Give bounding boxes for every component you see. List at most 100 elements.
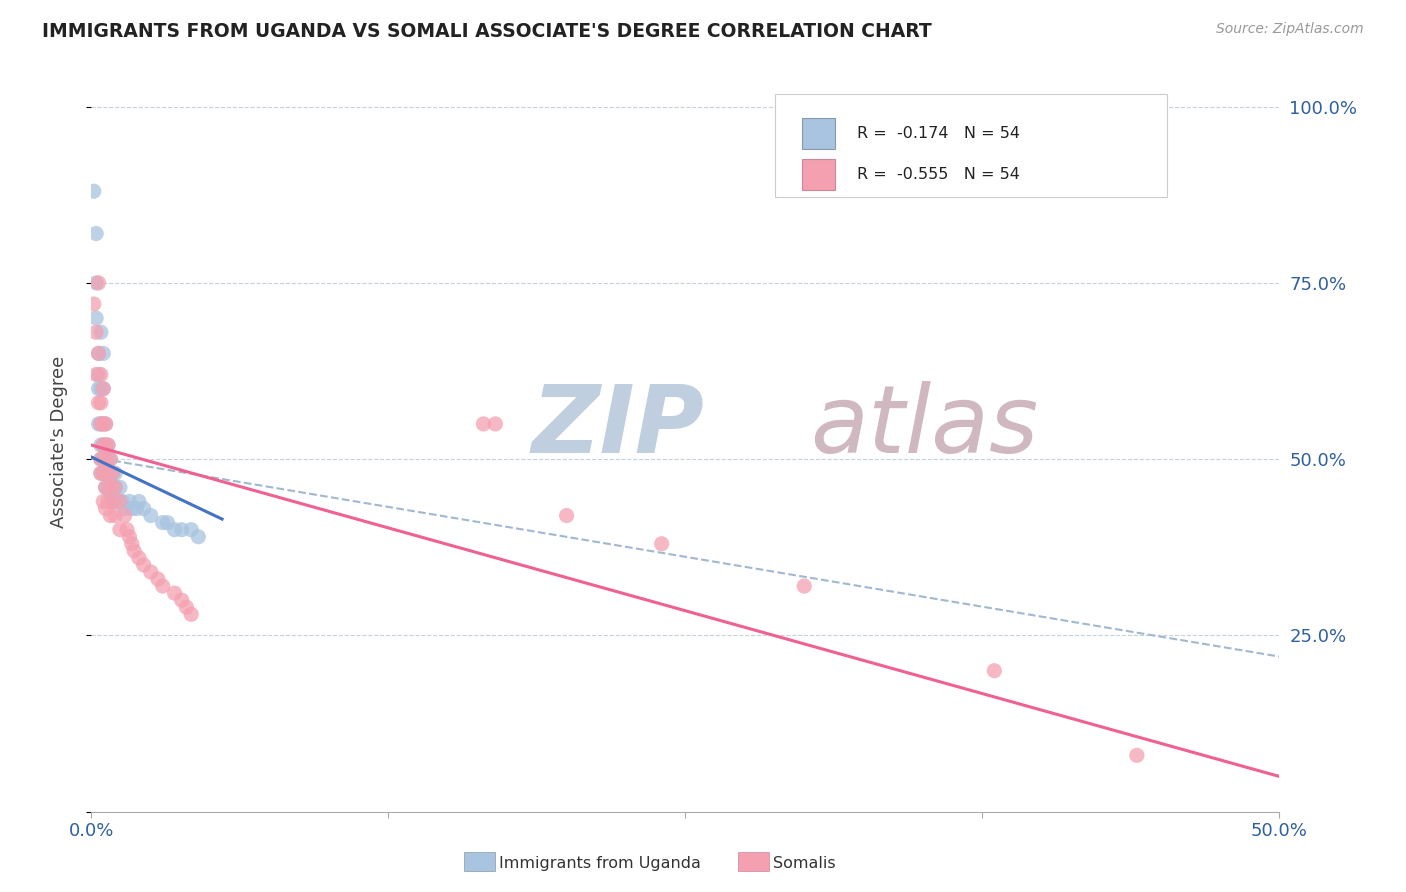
- Point: [84, 227, 107, 241]
- Point: [94, 452, 117, 467]
- Point: [90, 452, 112, 467]
- Point: [108, 523, 131, 537]
- Point: [101, 494, 124, 508]
- Point: [91, 382, 114, 396]
- Point: [121, 537, 143, 551]
- Point: [91, 438, 114, 452]
- Text: IMMIGRANTS FROM UGANDA VS SOMALI ASSOCIATE'S DEGREE CORRELATION CHART: IMMIGRANTS FROM UGANDA VS SOMALI ASSOCIA…: [42, 22, 932, 41]
- Point: [91, 417, 114, 431]
- Point: [115, 523, 138, 537]
- Point: [170, 523, 193, 537]
- Point: [87, 276, 110, 290]
- Point: [651, 537, 673, 551]
- Point: [84, 276, 107, 290]
- Point: [84, 325, 107, 339]
- Point: [484, 417, 506, 431]
- Point: [91, 494, 114, 508]
- Point: [139, 508, 162, 523]
- Point: [91, 346, 114, 360]
- Point: [100, 508, 122, 523]
- Point: [91, 438, 114, 452]
- Point: [793, 579, 815, 593]
- Point: [101, 480, 124, 494]
- Point: [94, 438, 117, 452]
- Point: [114, 508, 136, 523]
- Point: [100, 452, 122, 467]
- Point: [101, 467, 124, 481]
- Point: [104, 480, 127, 494]
- Point: [97, 438, 120, 452]
- Point: [146, 572, 169, 586]
- Point: [90, 417, 112, 431]
- Point: [170, 593, 193, 607]
- Text: R =  -0.555   N = 54: R = -0.555 N = 54: [856, 167, 1019, 182]
- Text: Source: ZipAtlas.com: Source: ZipAtlas.com: [1216, 22, 1364, 37]
- Point: [128, 550, 150, 565]
- Point: [94, 480, 117, 494]
- Point: [128, 494, 150, 508]
- Point: [100, 487, 122, 501]
- Point: [125, 501, 148, 516]
- Point: [108, 494, 131, 508]
- Point: [100, 467, 122, 481]
- Point: [97, 494, 120, 508]
- Point: [90, 368, 112, 382]
- Point: [132, 558, 155, 572]
- Point: [90, 438, 112, 452]
- Point: [180, 607, 202, 622]
- Point: [94, 501, 117, 516]
- Point: [90, 452, 112, 467]
- Point: [104, 494, 127, 508]
- Point: [156, 516, 179, 530]
- Point: [118, 530, 141, 544]
- Point: [90, 396, 112, 410]
- Point: [108, 494, 131, 508]
- Point: [176, 600, 198, 615]
- FancyBboxPatch shape: [801, 159, 835, 190]
- Point: [87, 396, 110, 410]
- Point: [94, 467, 117, 481]
- Y-axis label: Associate's Degree: Associate's Degree: [49, 355, 67, 528]
- Point: [94, 480, 117, 494]
- Point: [139, 565, 162, 579]
- Point: [108, 480, 131, 494]
- Point: [94, 452, 117, 467]
- Point: [101, 494, 124, 508]
- Point: [132, 501, 155, 516]
- Point: [472, 417, 495, 431]
- Point: [1126, 748, 1149, 763]
- Point: [101, 467, 124, 481]
- Point: [97, 467, 120, 481]
- Point: [94, 417, 117, 431]
- Point: [94, 438, 117, 452]
- Point: [104, 467, 127, 481]
- Point: [87, 346, 110, 360]
- Text: ZIP: ZIP: [531, 381, 704, 473]
- Point: [100, 452, 122, 467]
- Point: [90, 382, 112, 396]
- Point: [97, 452, 120, 467]
- Text: R =  -0.174   N = 54: R = -0.174 N = 54: [856, 127, 1019, 141]
- Point: [180, 523, 202, 537]
- Point: [555, 508, 578, 523]
- Point: [91, 467, 114, 481]
- Point: [121, 501, 143, 516]
- Point: [90, 417, 112, 431]
- Point: [100, 480, 122, 494]
- Point: [122, 544, 145, 558]
- Text: atlas: atlas: [810, 381, 1039, 472]
- Point: [87, 417, 110, 431]
- Point: [90, 325, 112, 339]
- Point: [87, 368, 110, 382]
- Point: [84, 311, 107, 326]
- Point: [90, 467, 112, 481]
- Text: Immigrants from Uganda: Immigrants from Uganda: [499, 856, 702, 871]
- Point: [152, 516, 174, 530]
- Point: [91, 417, 114, 431]
- Point: [97, 480, 120, 494]
- Point: [87, 382, 110, 396]
- FancyBboxPatch shape: [801, 119, 835, 149]
- Point: [84, 368, 107, 382]
- Point: [118, 494, 141, 508]
- Point: [97, 467, 120, 481]
